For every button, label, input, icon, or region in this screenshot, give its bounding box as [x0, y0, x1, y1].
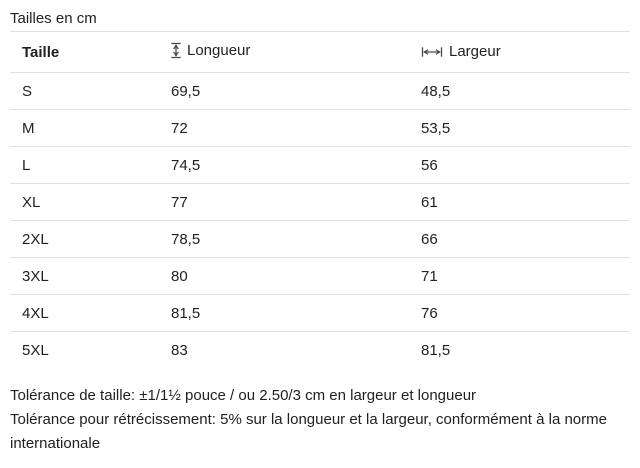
size-cell: 3XL	[10, 257, 159, 295]
size-cell: 2XL	[10, 220, 159, 258]
column-header-taille-label: Taille	[22, 43, 60, 61]
length-cell: 83	[171, 341, 188, 359]
length-cell: 78,5	[159, 220, 409, 258]
size-cell: XL	[10, 183, 159, 221]
largeur-header-content: Largeur	[421, 43, 501, 60]
table-row-xl: XL 77 61	[10, 183, 630, 221]
length-cell: 77	[159, 183, 409, 221]
shrinkage-tolerance-note: Tolérance pour rétrécissement: 5% sur la…	[10, 411, 607, 452]
table-row-5xl: 5XL 83 81,5	[10, 332, 630, 369]
table-row-2xl: 2XL 78,5 66	[10, 220, 630, 258]
width-cell: 76	[409, 294, 630, 332]
length-cell: 74,5	[159, 146, 409, 184]
tolerance-notes: Tolérance de taille: ±1/1½ pouce / ou 2.…	[10, 384, 630, 456]
longueur-header-content: Longueur	[171, 42, 250, 59]
table-row-3xl: 3XL 80 71	[10, 257, 630, 295]
table-row-s: S 69,5 48,5	[10, 72, 630, 110]
table-row-4xl: 4XL 81,5 76	[10, 294, 630, 332]
table-row-l: L 74,5 56	[10, 146, 630, 184]
length-cell: 72	[159, 109, 409, 147]
size-chart-section: Tailles en cm Taille	[10, 0, 630, 456]
column-header-longueur-label: Longueur	[187, 41, 251, 59]
width-cell: 48,5	[409, 72, 630, 110]
column-header-largeur: Largeur	[409, 32, 630, 73]
width-cell: 53,5	[409, 109, 630, 147]
width-cell: 61	[409, 183, 630, 221]
width-cell: 71	[409, 257, 630, 295]
table-row-m: M 72 53,5	[10, 109, 630, 147]
size-cell: S	[10, 72, 159, 110]
size-cell: L	[10, 146, 159, 184]
size-cell: 5XL	[22, 341, 49, 359]
size-chart-title: Tailles en cm	[10, 0, 630, 32]
size-cell: M	[10, 109, 159, 147]
length-cell: 81,5	[159, 294, 409, 332]
column-header-largeur-label: Largeur	[449, 43, 501, 61]
column-header-taille: Taille	[10, 32, 159, 73]
width-cell: 81,5	[421, 341, 451, 359]
size-cell: 4XL	[10, 294, 159, 332]
table-header-row: Taille Longueur	[10, 32, 630, 73]
width-cell: 66	[409, 220, 630, 258]
width-measure-icon	[421, 47, 443, 57]
length-cell: 80	[159, 257, 409, 295]
length-cell: 69,5	[159, 72, 409, 110]
width-cell: 56	[409, 146, 630, 184]
size-table: Taille Longueur	[10, 32, 630, 368]
column-header-longueur: Longueur	[159, 32, 409, 73]
size-tolerance-note: Tolérance de taille: ±1/1½ pouce / ou 2.…	[10, 387, 477, 404]
length-measure-icon	[171, 42, 181, 58]
